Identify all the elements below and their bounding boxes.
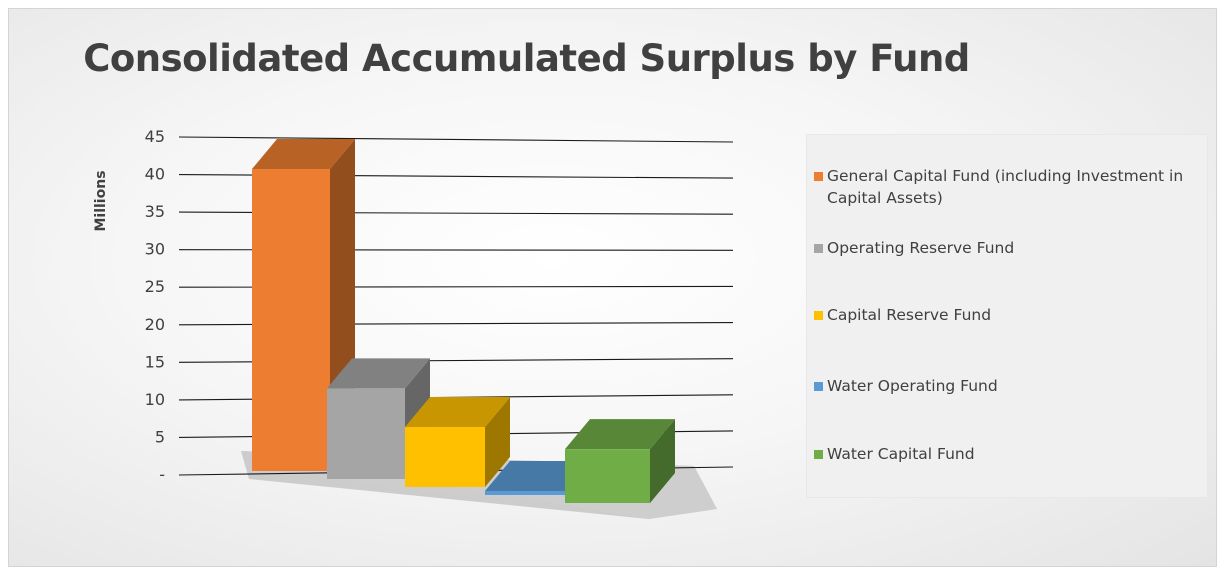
- y-tick-label: 30: [145, 240, 165, 259]
- y-tick-label: 35: [145, 202, 165, 221]
- legend-label: General Capital Fund (including Investme…: [827, 167, 1184, 207]
- legend: General Capital Fund (including Investme…: [806, 134, 1208, 498]
- legend-item: Capital Reserve Fund: [814, 304, 1199, 326]
- legend-swatch: [814, 382, 823, 391]
- bar-front: [327, 388, 405, 479]
- bar-front: [405, 427, 485, 487]
- y-tick-label: 40: [145, 165, 165, 184]
- legend-label: Operating Reserve Fund: [827, 239, 1015, 257]
- bar-top: [405, 397, 510, 428]
- chart-frame: Consolidated Accumulated Surplus by Fund…: [8, 8, 1217, 567]
- bar-top: [565, 419, 675, 450]
- bar-front: [485, 491, 569, 495]
- y-tick-label: 10: [145, 390, 165, 409]
- bar-front: [252, 169, 330, 471]
- y-tick-label: 5: [155, 427, 165, 446]
- gridline-9: [178, 136, 734, 143]
- bar-3: [405, 397, 510, 487]
- bar-5: [565, 419, 675, 503]
- legend-label: Water Capital Fund: [827, 445, 975, 463]
- legend-item: Operating Reserve Fund: [814, 237, 1199, 259]
- legend-label: Water Operating Fund: [827, 377, 998, 395]
- y-tick-label: 20: [145, 315, 165, 334]
- bar-front: [565, 449, 650, 503]
- legend-item: Water Operating Fund: [814, 375, 1199, 397]
- y-tick-label: 25: [145, 277, 165, 296]
- y-axis-label: Millions: [93, 170, 109, 231]
- plot-area: - 5 10 15 20 25 30 35 40 45 Millions: [93, 127, 734, 519]
- y-tick-label: 45: [145, 127, 165, 146]
- bar-side: [650, 419, 675, 503]
- bar-top: [252, 139, 355, 169]
- bar-2: [327, 358, 430, 479]
- legend-swatch: [814, 311, 823, 320]
- y-tick-label: -: [159, 465, 165, 484]
- chart-title: Consolidated Accumulated Surplus by Fund: [83, 37, 970, 80]
- legend-swatch: [814, 450, 823, 459]
- bar-top: [327, 358, 430, 389]
- legend-item: Water Capital Fund: [814, 443, 1199, 465]
- legend-label: Capital Reserve Fund: [827, 306, 992, 324]
- legend-swatch: [814, 244, 823, 253]
- legend-item: General Capital Fund (including Investme…: [814, 165, 1199, 209]
- y-tick-label: 15: [145, 352, 165, 371]
- bar-side: [485, 397, 510, 487]
- legend-swatch: [814, 172, 823, 181]
